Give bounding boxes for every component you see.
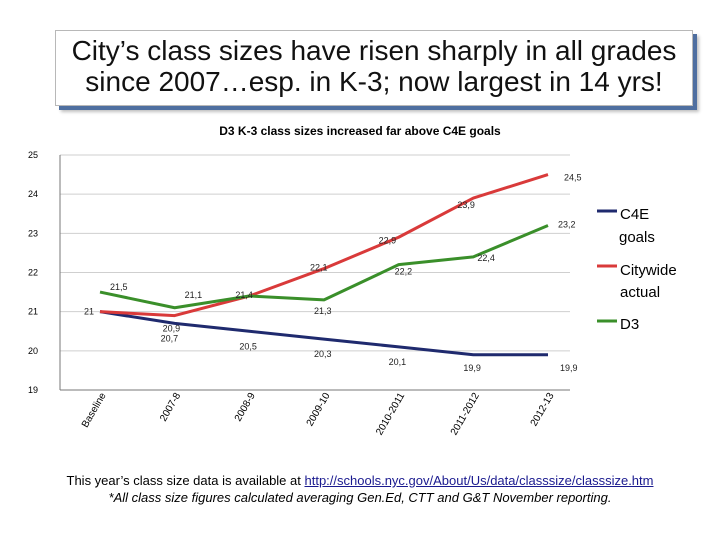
footnote-source: This year’s class size data is available… <box>0 472 720 489</box>
slide-title-line-2: since 2007…esp. in K-3; now largest in 1… <box>85 66 663 97</box>
legend-entry: Citywide actual <box>620 262 677 301</box>
data-label: 21,5 <box>110 282 128 292</box>
data-label: 22,2 <box>395 267 413 277</box>
data-label: 21,1 <box>185 290 203 300</box>
legend-entry: D3 <box>620 316 639 333</box>
data-label: 24,5 <box>564 173 582 183</box>
y-tick-label: 19 <box>28 385 38 395</box>
x-tick-label: 2011-2012 <box>449 391 482 438</box>
y-tick-label: 22 <box>28 268 38 278</box>
x-tick-label: 2009-10 <box>305 391 333 429</box>
footnote-note: *All class size figures calculated avera… <box>108 490 612 505</box>
data-label: 21,3 <box>314 306 332 316</box>
y-tick-label: 21 <box>28 307 38 317</box>
data-label: 20,1 <box>389 357 407 367</box>
class-size-data-link[interactable]: http://schools.nyc.gov/About/Us/data/cla… <box>304 473 654 488</box>
data-label: 19,9 <box>463 363 481 373</box>
data-label: 21 <box>84 307 94 317</box>
y-tick-label: 24 <box>28 189 38 199</box>
series-line-d3 <box>99 224 549 310</box>
x-tick-label: 2008-9 <box>233 391 258 424</box>
legend-entry: C4E goals <box>619 206 655 246</box>
chart-title: D3 K-3 class sizes increased far above C… <box>219 124 501 138</box>
series-line-citywide-actual <box>99 173 549 318</box>
x-tick-label: 2012-13 <box>529 391 557 429</box>
slide-title-box: City’s class sizes have risen sharply in… <box>55 30 693 106</box>
y-tick-label: 25 <box>28 150 38 160</box>
data-label: 21,4 <box>235 290 253 300</box>
x-tick-label: 2010-2011 <box>374 391 407 438</box>
data-label: 22,4 <box>477 253 495 263</box>
footnote-source-text: This year’s class size data is available… <box>66 473 305 488</box>
y-tick-label: 20 <box>28 346 38 356</box>
data-label: 23,9 <box>457 200 475 210</box>
x-tick-label: 2007-8 <box>158 391 183 424</box>
slide-title-line-1: City’s class sizes have risen sharply in… <box>71 35 677 66</box>
data-label: 22,9 <box>379 235 397 245</box>
data-label: 23,2 <box>558 220 576 230</box>
x-tick-label: Baseline <box>80 391 109 430</box>
data-label: 20,7 <box>161 333 179 343</box>
data-label: 20,5 <box>239 341 257 351</box>
data-label: 20,3 <box>314 349 332 359</box>
data-label: 22,1 <box>310 263 328 273</box>
data-label: 19,9 <box>560 363 578 373</box>
y-tick-label: 23 <box>28 228 38 238</box>
data-label: 20,9 <box>163 324 181 334</box>
series-line-c4e-goals <box>99 310 548 357</box>
